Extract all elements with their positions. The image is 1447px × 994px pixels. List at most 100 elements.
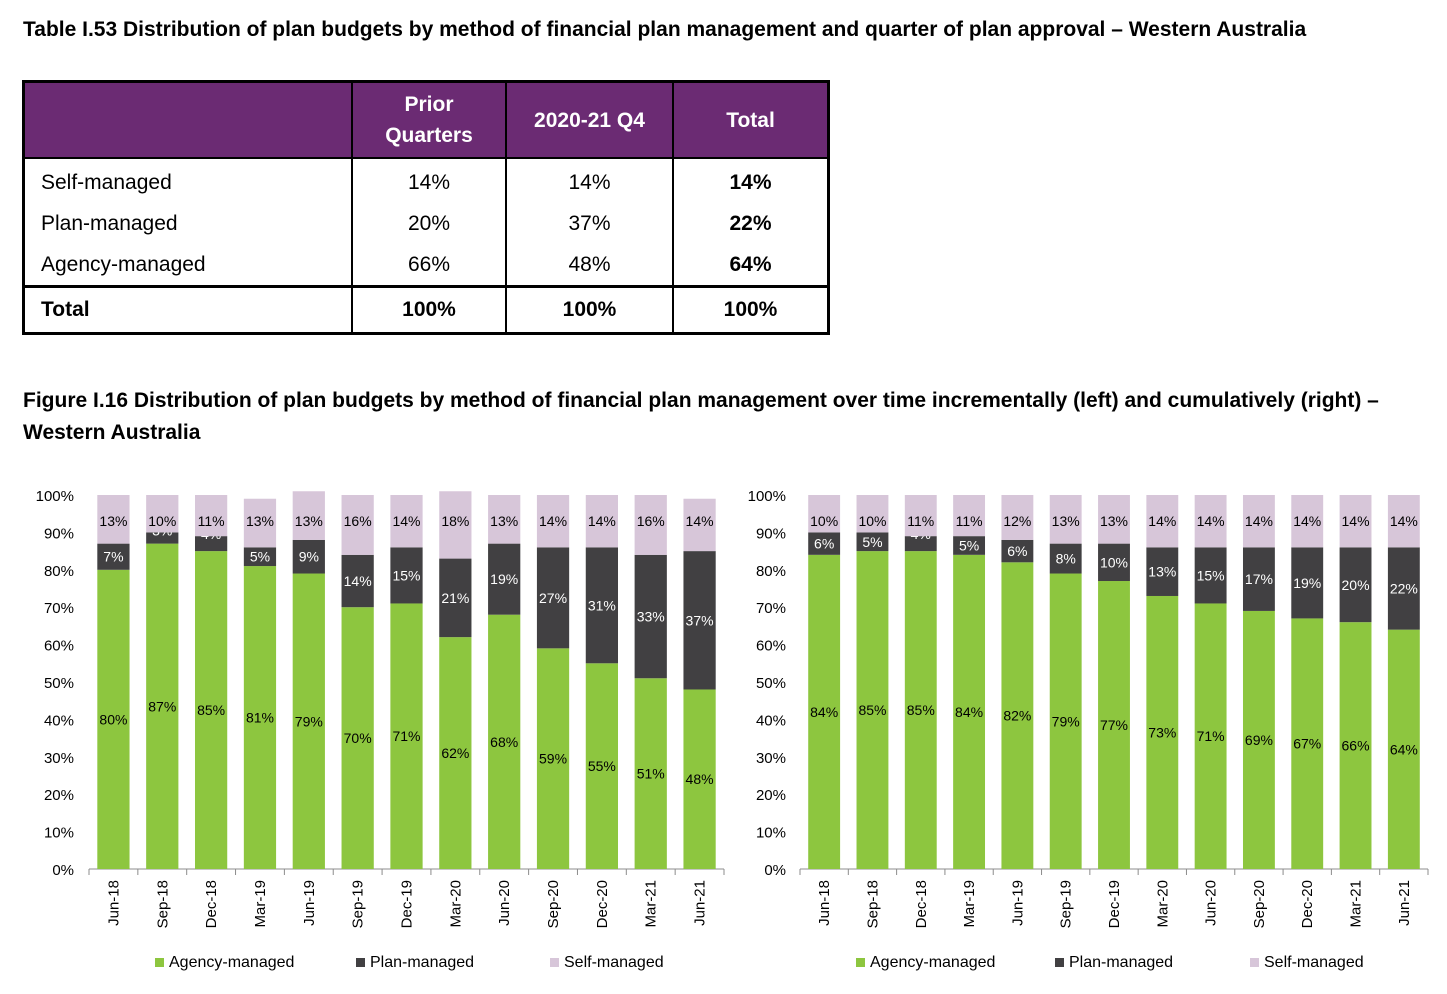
table-row-plan: Plan-managed 20% 37% 22% [22, 203, 830, 244]
data-label-self: 18% [441, 513, 469, 529]
x-tick-label: Mar-21 [1348, 880, 1365, 928]
row-label: Agency-managed [22, 244, 353, 287]
legend-label: Agency-managed [169, 954, 294, 971]
y-tick-label: 0% [52, 862, 74, 879]
legend-label: Agency-managed [870, 954, 995, 971]
data-label-self: 13% [99, 513, 127, 529]
x-tick-label: Jun-18 [105, 880, 122, 926]
data-label-self: 16% [344, 513, 372, 529]
bar-segment-agency [97, 569, 130, 869]
data-label-self: 10% [810, 513, 838, 529]
data-label-self: 14% [1197, 513, 1225, 529]
x-tick-label: Dec-19 [1106, 880, 1123, 928]
y-tick-label: 70% [756, 600, 786, 617]
y-tick-label: 80% [44, 563, 74, 580]
bar-segment-self [1242, 495, 1275, 548]
data-label-plan: 37% [686, 612, 714, 628]
x-tick-label: Mar-19 [961, 880, 978, 928]
bar-segment-agency [536, 648, 570, 869]
bar-segment-self [1387, 495, 1420, 548]
bar-segment-plan [856, 532, 889, 552]
cell-q4: 37% [505, 203, 674, 244]
y-tick-label: 80% [756, 563, 786, 580]
y-tick-label: 40% [44, 712, 74, 729]
table-title: Table I.53 Distribution of plan budgets … [23, 18, 1307, 41]
bar-segment-self [439, 491, 472, 559]
x-tick-label: Dec-20 [594, 880, 611, 928]
bar-segment-agency [439, 637, 472, 869]
bar-segment-agency [1242, 610, 1275, 869]
data-label-self: 10% [858, 513, 886, 529]
bar-segment-self [488, 495, 521, 544]
bar-segment-plan [1098, 543, 1130, 582]
row-label: Self-managed [22, 158, 353, 203]
x-tick-label: Jun-20 [496, 880, 513, 926]
data-label-agency: 73% [1148, 724, 1176, 740]
x-tick-label: Sep-20 [1251, 880, 1268, 928]
data-label-plan: 10% [1100, 554, 1128, 570]
bar-segment-self [585, 495, 619, 548]
data-label-self: 11% [198, 513, 225, 529]
data-label-agency: 87% [148, 698, 176, 714]
x-tick-label: Jun-21 [1396, 880, 1413, 926]
bar-segment-plan [194, 536, 228, 552]
bar-segment-agency [1001, 562, 1034, 869]
bar-segment-plan [585, 547, 619, 664]
data-label-agency: 81% [246, 710, 274, 726]
plan-legend-swatch [356, 958, 365, 967]
header-cell-label [22, 80, 353, 159]
header-prior-text: Prior Quarters [385, 93, 473, 147]
y-tick-label: 10% [756, 825, 786, 842]
bar-segment-agency [488, 614, 521, 869]
bar-segment-plan [1242, 547, 1275, 611]
cell-prior: 100% [351, 285, 507, 334]
bar-segment-self [390, 495, 423, 548]
bar-segment-agency [1194, 603, 1227, 869]
x-tick-label: Sep-18 [154, 880, 171, 928]
bar-segment-plan [1146, 547, 1179, 596]
header-cell-q4: 2020-21 Q4 [505, 80, 674, 159]
data-label-plan: 19% [1293, 575, 1321, 591]
agency-legend-swatch [856, 958, 865, 967]
table-row-agency: Agency-managed 66% 48% 64% [22, 244, 830, 287]
data-label-agency: 59% [539, 751, 567, 767]
y-tick-label: 100% [36, 488, 74, 505]
data-label-plan: 31% [588, 597, 616, 613]
bar-segment-agency [904, 551, 937, 869]
data-label-self: 16% [637, 513, 665, 529]
bar-segment-self [904, 495, 937, 537]
y-tick-label: 90% [756, 525, 786, 542]
x-tick-label: Jun-19 [301, 880, 318, 926]
cell-q4: 14% [505, 158, 674, 203]
self-legend-swatch [1250, 958, 1259, 967]
data-label-agency: 55% [588, 758, 616, 774]
data-label-agency: 48% [686, 771, 714, 787]
x-tick-label: Dec-18 [913, 880, 930, 928]
data-label-plan: 6% [1007, 543, 1027, 559]
cell-total: 100% [672, 285, 830, 334]
data-label-agency: 69% [1245, 732, 1273, 748]
figure-title: Figure I.16 Distribution of plan budgets… [23, 389, 1379, 444]
bar-segment-agency [146, 543, 179, 869]
legend-label: Self-managed [1264, 954, 1364, 971]
x-tick-label: Mar-20 [1154, 880, 1171, 928]
cell-total: 22% [672, 203, 830, 244]
x-tick-label: Mar-19 [252, 880, 269, 928]
y-tick-label: 50% [44, 675, 74, 692]
bar-segment-agency [1339, 622, 1372, 869]
bar-segment-agency [292, 573, 325, 869]
data-label-plan: 15% [392, 567, 420, 583]
bar-segment-self [194, 495, 228, 537]
bar-segment-plan [953, 536, 986, 555]
data-label-self: 14% [686, 513, 714, 529]
y-tick-label: 30% [756, 750, 786, 767]
x-tick-label: Mar-21 [643, 880, 660, 928]
data-label-agency: 80% [99, 711, 127, 727]
incremental-stacked-bar-chart: 0% 10% 20% 30% 40% 50% 60% 70% 80% 90% 100% 80% 7% 13… [36, 488, 725, 971]
data-label-plan: 5% [862, 534, 882, 550]
cumulative-stacked-bar-chart: 0% 10% 20% 30% 40% 50% 60% 70% 80% 90% 100% 84% 6% 10… [748, 488, 1429, 971]
bar-segment-plan [634, 554, 667, 679]
y-tick-label: 0% [764, 862, 786, 879]
bar-segment-self [808, 495, 841, 533]
bar-segment-plan [292, 539, 325, 574]
